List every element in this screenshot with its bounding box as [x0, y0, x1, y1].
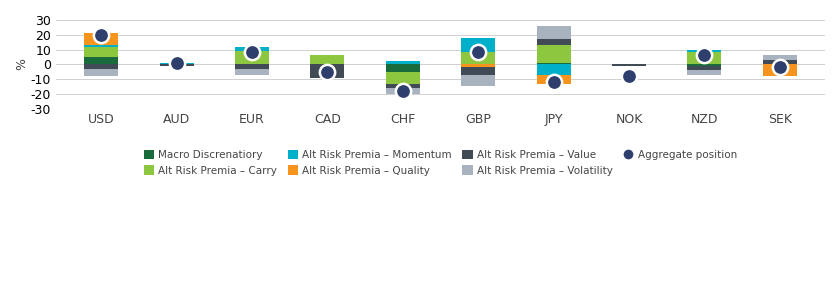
Bar	[763, 56, 796, 60]
Legend: Macro Discrenatiory, Alt Risk Premia – Carry, Alt Risk Premia – Momentum, Alt Ri: Macro Discrenatiory, Alt Risk Premia – C…	[139, 146, 741, 180]
Bar	[235, 51, 269, 64]
Bar	[386, 61, 420, 64]
Bar	[235, 46, 269, 51]
Bar	[84, 69, 118, 76]
Bar	[687, 70, 722, 75]
Bar	[537, 64, 570, 75]
Bar	[687, 66, 722, 70]
Bar	[311, 64, 344, 78]
Bar	[235, 64, 269, 69]
Bar	[763, 64, 796, 76]
Bar	[687, 64, 722, 66]
Bar	[461, 67, 495, 75]
Bar	[461, 38, 495, 52]
Bar	[235, 69, 269, 75]
Bar	[687, 52, 722, 64]
Bar	[386, 72, 420, 83]
Y-axis label: %: %	[15, 58, 28, 70]
Bar	[537, 39, 570, 45]
Bar	[461, 52, 495, 64]
Bar	[160, 63, 193, 64]
Bar	[763, 60, 796, 64]
Bar	[612, 64, 646, 66]
Bar	[537, 45, 570, 63]
Bar	[84, 45, 118, 46]
Bar	[311, 56, 344, 64]
Bar	[84, 64, 118, 69]
Bar	[537, 75, 570, 83]
Bar	[461, 75, 495, 86]
Bar	[84, 33, 118, 45]
Bar	[537, 63, 570, 64]
Bar	[461, 64, 495, 67]
Bar	[386, 83, 420, 88]
Bar	[687, 50, 722, 52]
Bar	[537, 26, 570, 39]
Bar	[386, 88, 420, 94]
Bar	[84, 46, 118, 57]
Bar	[84, 57, 118, 64]
Bar	[160, 64, 193, 66]
Bar	[386, 64, 420, 72]
